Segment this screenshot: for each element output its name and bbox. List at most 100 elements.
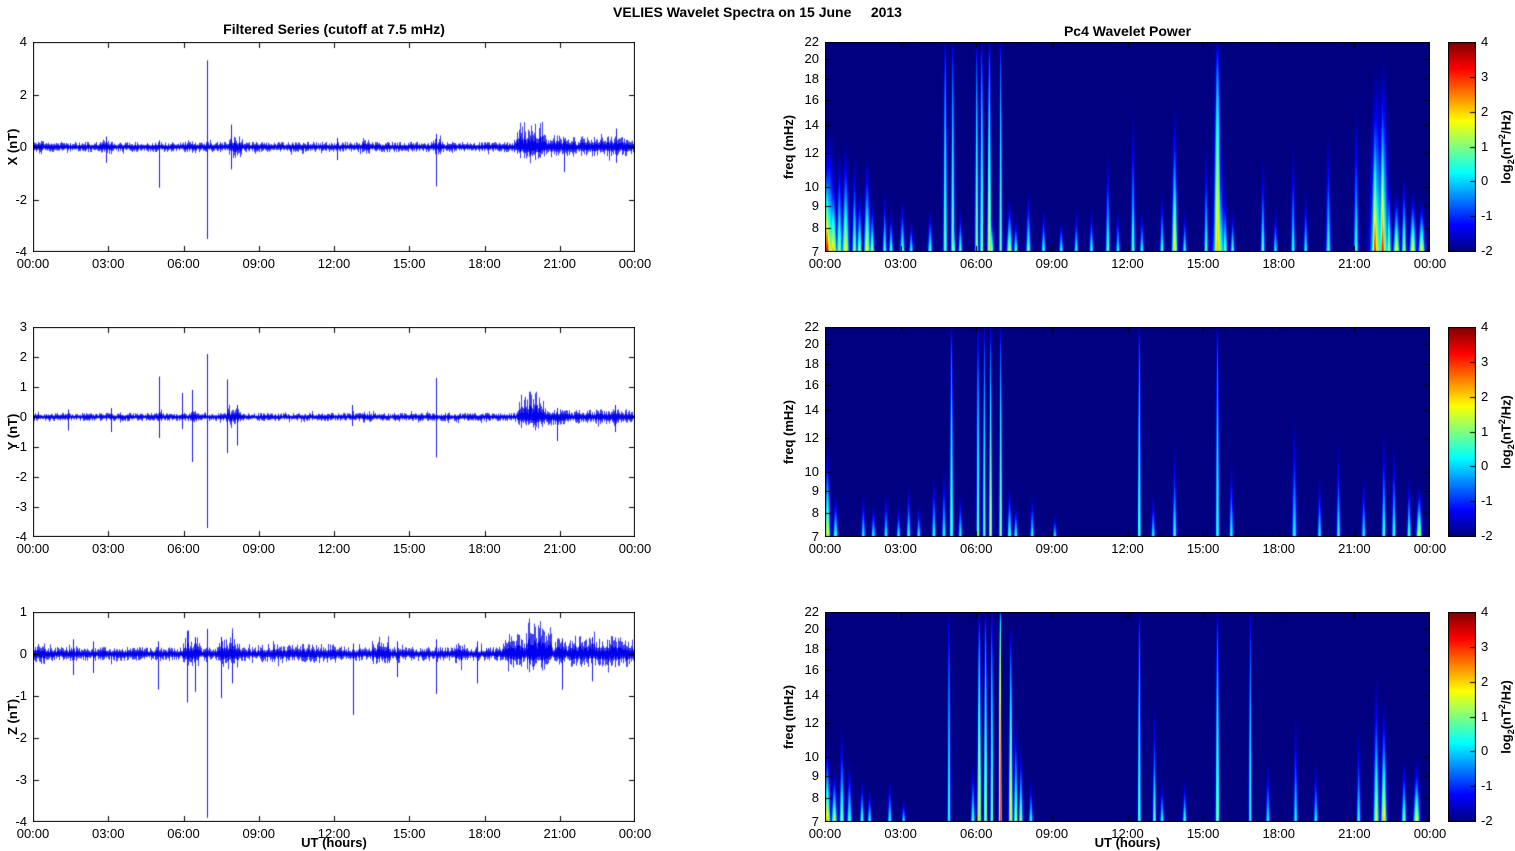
- colorbar-tick-label: 2: [1481, 673, 1489, 689]
- x-tick-label: 15:00: [392, 256, 426, 271]
- freq-tick-label: 10: [804, 463, 819, 479]
- y-tick-label: 0: [19, 646, 27, 661]
- colorbar-tick-label: 0: [1481, 743, 1489, 759]
- x-tick-label: 18:00: [468, 541, 501, 556]
- x-tick-label: 00:00: [618, 256, 652, 271]
- freq-tick-label: 12: [804, 715, 819, 731]
- colorbar-tick-label: 1: [1481, 708, 1489, 724]
- x-tick-label: 12:00: [317, 256, 351, 271]
- colorbar-tick-label: 3: [1481, 353, 1489, 369]
- x-axis-label-right: UT (hours): [1094, 835, 1161, 850]
- freq-tick-label: 9: [811, 767, 819, 783]
- x-tick-label: 03:00: [884, 256, 917, 271]
- colorbar-label: log2(nT2/Hz): [1497, 110, 1515, 184]
- x-tick-label: 06:00: [167, 256, 200, 271]
- x-tick-label: 09:00: [242, 826, 276, 841]
- x-tick-label: 12:00: [317, 541, 351, 556]
- freq-tick-label: 22: [804, 604, 819, 619]
- x-tick-label: 21:00: [543, 826, 577, 841]
- x-tick-label: 21:00: [1338, 826, 1371, 841]
- colorbar-tick-label: 0: [1481, 458, 1489, 474]
- x-tick-label: 03:00: [91, 541, 125, 556]
- freq-tick-label: 16: [804, 662, 819, 678]
- y-tick-label: -4: [15, 244, 27, 259]
- freq-axis-label: freq (mHz): [781, 399, 796, 465]
- z-axis-label: Z (nT): [5, 698, 20, 736]
- colorbar-canvas: [1448, 327, 1476, 537]
- x-tick-label: 15:00: [392, 541, 426, 556]
- freq-axis-label: freq (mHz): [781, 684, 796, 750]
- x-tick-label: 00:00: [16, 541, 50, 556]
- freq-tick-label: 8: [811, 504, 819, 520]
- x-tick-label: 03:00: [884, 826, 917, 841]
- y-tick-label: -1: [15, 439, 27, 454]
- freq-tick-label: 7: [811, 529, 819, 544]
- x-tick-label: 15:00: [392, 826, 426, 841]
- freq-tick-label: 18: [804, 640, 819, 656]
- x-tick-label: 06:00: [167, 826, 200, 841]
- y-tick-label: -2: [15, 469, 27, 484]
- x-tick-label: 09:00: [1035, 541, 1069, 556]
- figure-title: VELIES Wavelet Spectra on 15 June 2013: [613, 4, 902, 20]
- filtered-series-title: Filtered Series (cutoff at 7.5 mHz): [223, 21, 445, 37]
- colorbar-canvas: [1448, 42, 1476, 252]
- colorbar-tick-label: -2: [1481, 813, 1493, 828]
- x-tick-label: 15:00: [1186, 256, 1220, 271]
- freq-tick-label: 10: [804, 748, 819, 764]
- y-tick-label: 1: [19, 379, 27, 394]
- colorbar-tick-label: -2: [1481, 243, 1493, 258]
- x-tick-label: 09:00: [1035, 826, 1069, 841]
- x-tick-label: 00:00: [16, 826, 50, 841]
- freq-tick-label: 7: [811, 244, 819, 259]
- x-tick-label: 00:00: [808, 541, 842, 556]
- colorbar-tick-label: 0: [1481, 173, 1489, 189]
- x-tick-label: 12:00: [1111, 826, 1144, 841]
- x-tick-label: 21:00: [1338, 256, 1371, 271]
- y-tick-label: -3: [15, 499, 27, 514]
- freq-tick-label: 20: [804, 621, 819, 637]
- freq-tick-label: 14: [804, 116, 819, 132]
- x-tick-label: 00:00: [1413, 541, 1447, 556]
- freq-tick-label: 7: [811, 814, 819, 829]
- y-tick-label: 3: [19, 319, 27, 334]
- y-tick-label: 1: [19, 604, 27, 619]
- x-series-canvas: [33, 42, 635, 252]
- z-wavelet-canvas: [825, 612, 1430, 822]
- colorbar-tick-label: -1: [1481, 208, 1493, 224]
- y-tick-label: 0: [19, 409, 27, 424]
- freq-tick-label: 20: [804, 51, 819, 67]
- x-tick-label: 00:00: [1413, 256, 1447, 271]
- y-tick-label: -1: [15, 688, 27, 703]
- x-axis-label: X (nT): [5, 128, 20, 166]
- x-tick-label: 12:00: [1111, 256, 1144, 271]
- freq-tick-label: 9: [811, 197, 819, 213]
- freq-tick-label: 20: [804, 336, 819, 352]
- x-tick-label: 15:00: [1186, 826, 1220, 841]
- x-tick-label: 00:00: [618, 826, 652, 841]
- freq-tick-label: 10: [804, 178, 819, 194]
- y-tick-label: -4: [15, 529, 27, 544]
- freq-tick-label: 14: [804, 401, 819, 417]
- x-tick-label: 00:00: [808, 826, 842, 841]
- x-tick-label: 18:00: [1262, 256, 1296, 271]
- x-tick-label: 00:00: [808, 256, 842, 271]
- y-tick-label: -2: [15, 730, 27, 745]
- colorbar-tick-label: -1: [1481, 778, 1493, 794]
- x-tick-label: 03:00: [884, 541, 917, 556]
- x-tick-label: 09:00: [242, 541, 276, 556]
- y-tick-label: 0: [19, 139, 27, 154]
- x-tick-label: 09:00: [1035, 256, 1069, 271]
- colorbar-tick-label: 1: [1481, 138, 1489, 154]
- y-tick-label: -4: [15, 814, 27, 829]
- freq-tick-label: 8: [811, 789, 819, 805]
- x-tick-label: 15:00: [1186, 541, 1220, 556]
- x-wavelet-canvas: [825, 42, 1430, 252]
- freq-tick-label: 16: [804, 92, 819, 108]
- x-tick-label: 21:00: [543, 256, 577, 271]
- x-tick-label: 00:00: [1413, 826, 1447, 841]
- colorbar-tick-label: -2: [1481, 528, 1493, 543]
- y-tick-label: -2: [15, 191, 27, 207]
- z-series-canvas: [33, 612, 635, 822]
- freq-tick-label: 22: [804, 319, 819, 334]
